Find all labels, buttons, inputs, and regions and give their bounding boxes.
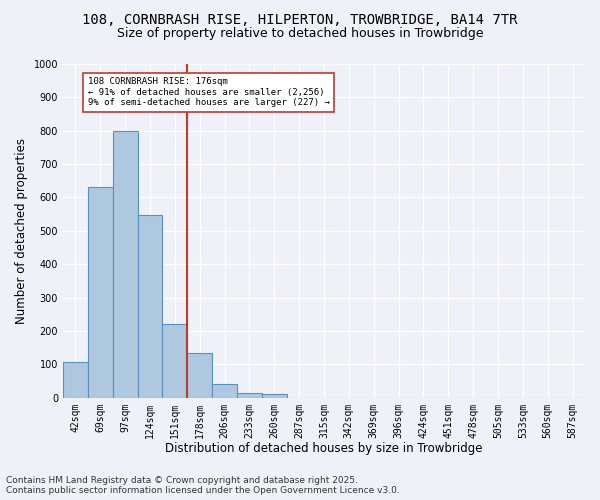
Bar [88,187,113,398]
Bar [63,362,88,398]
Y-axis label: Number of detached properties: Number of detached properties [15,138,28,324]
Text: Size of property relative to detached houses in Trowbridge: Size of property relative to detached ho… [117,28,483,40]
Bar [237,392,262,398]
Bar [262,394,287,398]
Text: 108 CORNBRASH RISE: 176sqm
← 91% of detached houses are smaller (2,256)
9% of se: 108 CORNBRASH RISE: 176sqm ← 91% of deta… [88,78,329,107]
Bar [163,324,187,398]
Bar [137,215,163,398]
Bar [113,130,137,398]
Bar [187,352,212,398]
Text: 108, CORNBRASH RISE, HILPERTON, TROWBRIDGE, BA14 7TR: 108, CORNBRASH RISE, HILPERTON, TROWBRID… [82,12,518,26]
X-axis label: Distribution of detached houses by size in Trowbridge: Distribution of detached houses by size … [165,442,483,455]
Bar [212,384,237,398]
Text: Contains HM Land Registry data © Crown copyright and database right 2025.
Contai: Contains HM Land Registry data © Crown c… [6,476,400,495]
